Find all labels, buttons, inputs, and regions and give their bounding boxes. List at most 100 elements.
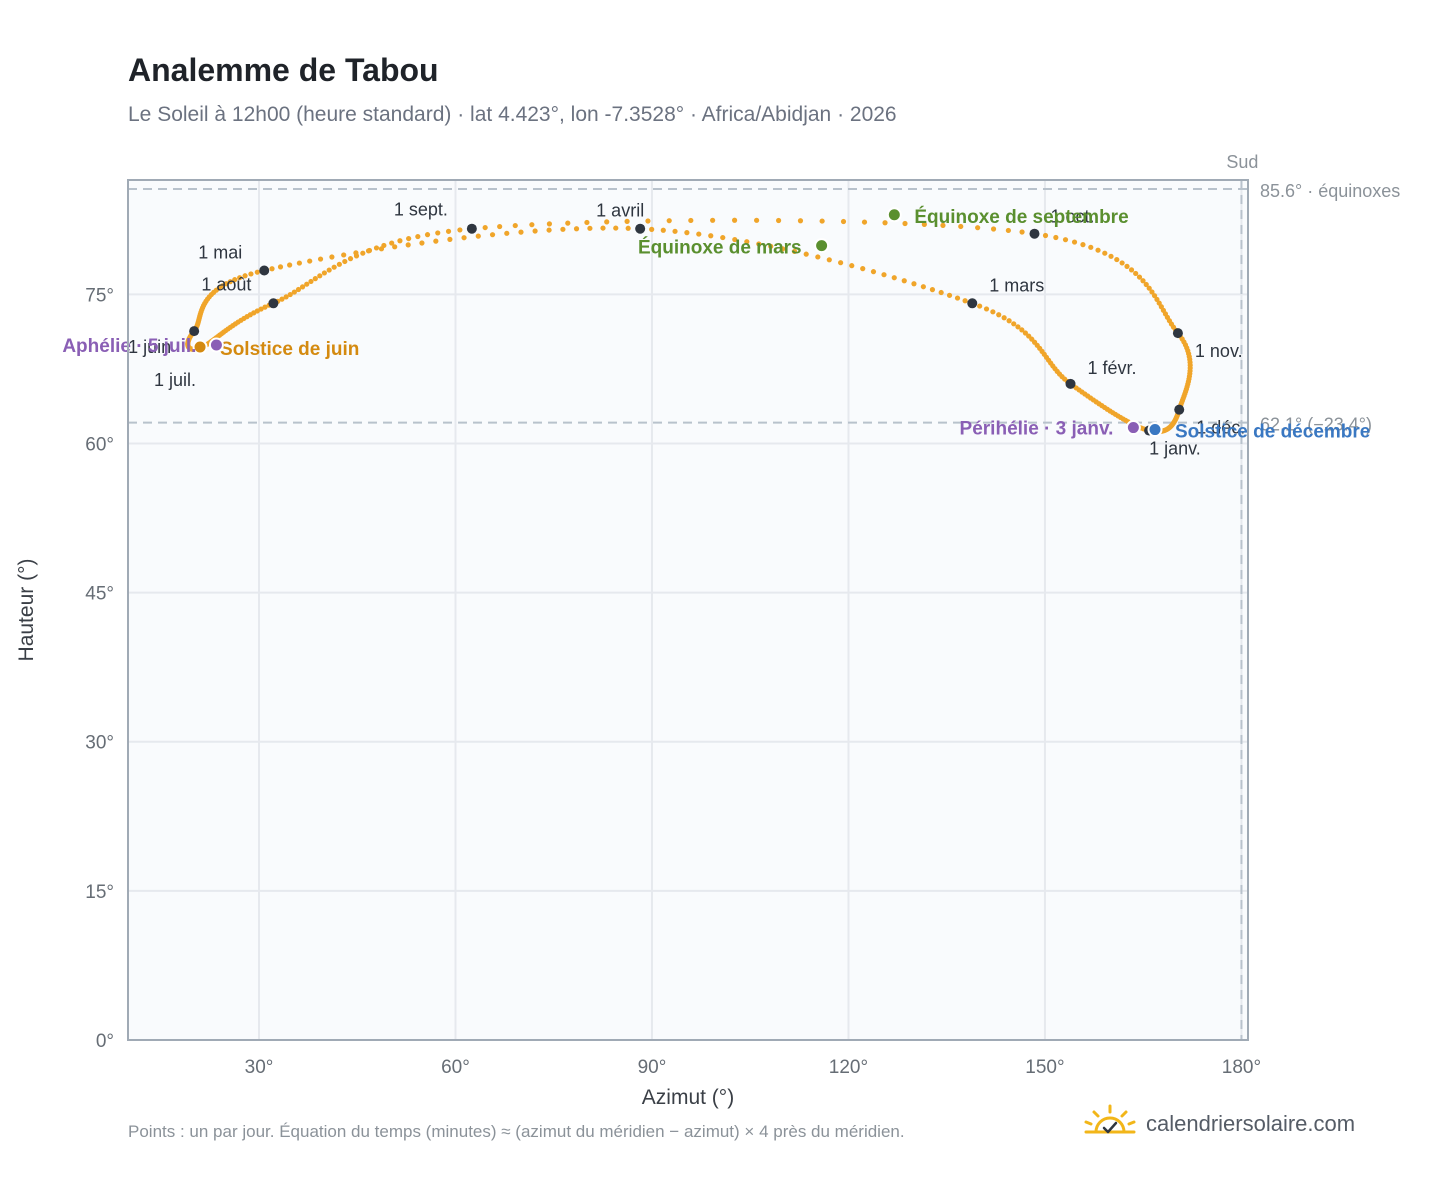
daily-sun-dot (237, 275, 243, 281)
daily-sun-dot (819, 218, 825, 224)
daily-sun-dot (840, 218, 847, 225)
daily-sun-dot (977, 303, 983, 309)
daily-sun-dot (392, 244, 398, 250)
axis-ticks: 30° 60° 90° 120° 150° 180° 0° 15° 30° 45° 60° 75° (85, 285, 1261, 1078)
daily-sun-dot (996, 312, 1002, 318)
daily-sun-dot (1133, 270, 1139, 277)
x-tick-label: 60° (441, 1057, 470, 1078)
daily-sun-dot (299, 284, 306, 290)
event-label: Équinoxe de septembre (914, 206, 1128, 228)
plot-frame (127, 179, 1249, 1041)
daily-sun-dot (1011, 321, 1017, 327)
daily-sun-dot (838, 260, 844, 266)
daily-sun-dot (287, 291, 293, 298)
y-tick-label: 15° (85, 882, 114, 903)
y-tick-label: 60° (85, 434, 114, 455)
daily-sun-dot (902, 220, 908, 227)
daily-sun-dot (791, 248, 798, 255)
daily-sun-dot (366, 247, 373, 254)
daily-sun-dot (482, 224, 488, 231)
month-label: 1 août (201, 274, 251, 294)
daily-sun-dot (882, 220, 888, 226)
daily-sun-dot (849, 263, 855, 269)
daily-sun-dot (497, 223, 503, 230)
daily-sun-dot (1019, 229, 1025, 235)
daily-sun-dot (732, 236, 738, 243)
daily-sun-dot (666, 218, 672, 224)
daily-sun-dot (780, 246, 786, 252)
daily-sun-dot (649, 226, 655, 232)
month-marker (1065, 378, 1076, 389)
reference-line-label: 62.1° (−23.4°) (1260, 415, 1372, 435)
daily-sun-dot (341, 252, 347, 258)
daily-sun-dot (768, 243, 774, 249)
daily-sun-dot (312, 276, 318, 282)
event-marker (814, 238, 830, 254)
daily-sun-dot (688, 217, 694, 224)
x-axis-label: Azimut (°) (642, 1086, 734, 1109)
daily-sun-dot (296, 260, 302, 266)
daily-sun-dot (304, 281, 310, 287)
daily-sun-dot (347, 256, 354, 262)
daily-sun-dot (248, 271, 254, 277)
daily-sun-dot (342, 258, 348, 265)
month-marker (1172, 328, 1183, 339)
event-label: Aphélie · 5 juil. (62, 336, 196, 357)
daily-sun-dot (775, 217, 782, 224)
daily-sun-dot (826, 257, 832, 263)
daily-sun-dot (983, 306, 990, 312)
event-label: Équinoxe de mars (638, 237, 802, 259)
footnote: Points : un par jour. Équation du temps … (128, 1122, 905, 1141)
daily-sun-dot (938, 289, 944, 296)
month-label: 1 juin (128, 337, 171, 357)
daily-sun-dot (258, 306, 264, 312)
daily-sun-dot (1140, 278, 1146, 284)
daily-sun-dot (277, 264, 284, 270)
daily-sun-dot (1136, 274, 1143, 280)
x-tick-label: 30° (245, 1057, 274, 1078)
daily-sun-dot (1062, 237, 1069, 243)
month-marker (466, 223, 477, 234)
event-marker (1125, 420, 1141, 436)
daily-sun-dot (954, 295, 961, 301)
daily-sun-dot (1026, 333, 1032, 339)
daily-sun-dot (512, 222, 518, 229)
event-label: Périhélie · 3 janv. (960, 419, 1114, 440)
daily-sun-dot (283, 294, 289, 300)
daily-sun-dot (1146, 285, 1152, 291)
daily-sun-dot (1005, 227, 1011, 234)
month-marker (189, 326, 200, 337)
month-label: 1 nov. (1195, 341, 1243, 361)
month-marker (259, 265, 270, 276)
daily-sun-dot (1071, 239, 1078, 245)
x-tick-label: 120° (829, 1057, 868, 1078)
daily-sun-dot (529, 222, 535, 228)
daily-sun-dot (920, 284, 926, 290)
daily-sun-dot (604, 219, 610, 225)
daily-sun-dot (731, 217, 738, 223)
daily-sun-dot (696, 231, 702, 237)
daily-sun-dot (803, 251, 809, 257)
daily-sun-dot (1143, 281, 1149, 288)
daily-sun-dot (929, 287, 936, 293)
daily-sun-dot (308, 278, 314, 285)
daily-sun-dot (962, 298, 968, 304)
daily-sun-dot (600, 225, 606, 231)
month-markers: 1 janv. 1 févr. 1 mars 1 avril 1 mai 1 juin 1 … (128, 200, 1245, 459)
daily-sun-dot (1001, 315, 1007, 321)
daily-sun-dot (415, 233, 421, 240)
daily-sun-dot (1114, 256, 1120, 263)
daily-sun-dot (710, 217, 716, 223)
daily-sun-dot (797, 218, 804, 224)
brand-name: calendriersolaire.com (1146, 1111, 1356, 1136)
daily-sun-dot (573, 226, 580, 232)
daily-sun-dot (754, 217, 760, 223)
daily-sun-dot (756, 241, 762, 247)
daily-sun-dot (254, 269, 260, 275)
brand[interactable]: calendriersolaire.com (1082, 1100, 1355, 1148)
daily-sun-dot (560, 226, 566, 232)
daily-sun-dot (317, 256, 324, 262)
month-label: 1 juil. (154, 370, 196, 390)
daily-sun-dot (860, 266, 866, 272)
daily-sun-dot (720, 234, 726, 241)
